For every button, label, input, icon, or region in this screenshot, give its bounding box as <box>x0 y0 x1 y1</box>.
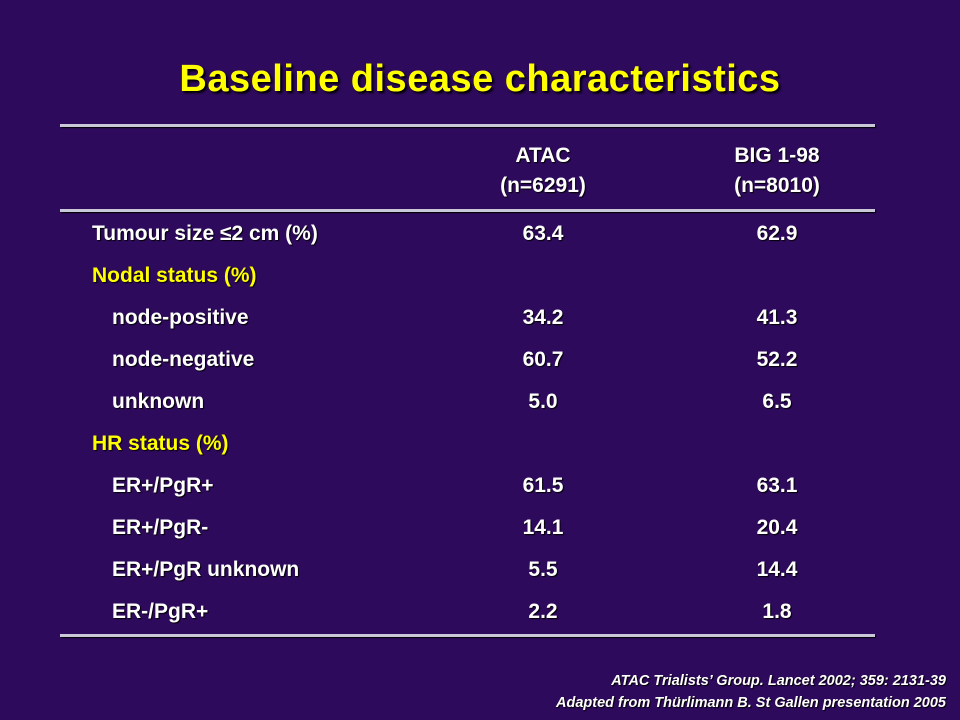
atac-value: 5.5 <box>528 558 558 581</box>
atac-value: 63.4 <box>522 222 564 245</box>
column-header-atac: ATAC (n=6291) <box>433 141 653 201</box>
big-1-98-value: 1.8 <box>762 600 792 623</box>
column-header-big-1-98-name: BIG 1-98 <box>734 144 820 167</box>
atac-value: 2.2 <box>528 600 558 623</box>
column-header-big-1-98-n: (n=8010) <box>734 174 820 197</box>
group-label: HR status (%) <box>92 432 229 455</box>
table-row-nodal-unknown: unknown 5.0 6.5 <box>0 390 960 430</box>
row-label: ER+/PgR- <box>112 516 209 539</box>
table-row-node-negative: node-negative 60.7 52.2 <box>0 348 960 388</box>
citation: ATAC Trialists’ Group. Lancet 2002; 359:… <box>556 670 946 714</box>
table-row-er-pos-pgr-pos: ER+/PgR+ 61.5 63.1 <box>0 474 960 514</box>
table-row-er-neg-pgr-pos: ER-/PgR+ 2.2 1.8 <box>0 600 960 640</box>
column-header-atac-n: (n=6291) <box>500 174 586 197</box>
atac-value: 34.2 <box>522 306 564 329</box>
row-label: node-negative <box>112 348 255 371</box>
atac-value: 61.5 <box>522 474 564 497</box>
row-label: ER-/PgR+ <box>112 600 209 623</box>
table-row-node-positive: node-positive 34.2 41.3 <box>0 306 960 346</box>
column-header-atac-name: ATAC <box>515 144 571 167</box>
row-label: ER+/PgR+ <box>112 474 214 497</box>
table-bottom-rule <box>60 634 875 637</box>
big-1-98-value: 62.9 <box>756 222 798 245</box>
big-1-98-value: 14.4 <box>756 558 798 581</box>
table-row-er-pos-pgr-unknown: ER+/PgR unknown 5.5 14.4 <box>0 558 960 598</box>
column-header-big-1-98: BIG 1-98 (n=8010) <box>667 141 887 201</box>
atac-value: 14.1 <box>522 516 564 539</box>
slide-title: Baseline disease characteristics <box>179 58 781 100</box>
table-row-tumour-size: Tumour size ≤2 cm (%) 63.4 62.9 <box>0 222 960 262</box>
row-label: ER+/PgR unknown <box>112 558 300 581</box>
citation-line-1: ATAC Trialists’ Group. Lancet 2002; 359:… <box>611 673 946 689</box>
table-row-er-pos-pgr-neg: ER+/PgR- 14.1 20.4 <box>0 516 960 556</box>
table-top-rule <box>60 124 875 127</box>
big-1-98-value: 52.2 <box>756 348 798 371</box>
table-header-rule <box>60 209 875 212</box>
row-label: Tumour size ≤2 cm (%) <box>92 222 318 245</box>
big-1-98-value: 6.5 <box>762 390 792 413</box>
row-label: node-positive <box>112 306 249 329</box>
big-1-98-value: 63.1 <box>756 474 798 497</box>
atac-value: 60.7 <box>522 348 564 371</box>
group-label: Nodal status (%) <box>92 264 257 287</box>
table-row-hr-status: HR status (%) <box>0 432 960 472</box>
big-1-98-value: 20.4 <box>756 516 798 539</box>
row-label: unknown <box>112 390 205 413</box>
citation-line-2: Adapted from Thürlimann B. St Gallen pre… <box>556 695 946 711</box>
big-1-98-value: 41.3 <box>756 306 798 329</box>
atac-value: 5.0 <box>528 390 558 413</box>
table-row-nodal-status: Nodal status (%) <box>0 264 960 304</box>
